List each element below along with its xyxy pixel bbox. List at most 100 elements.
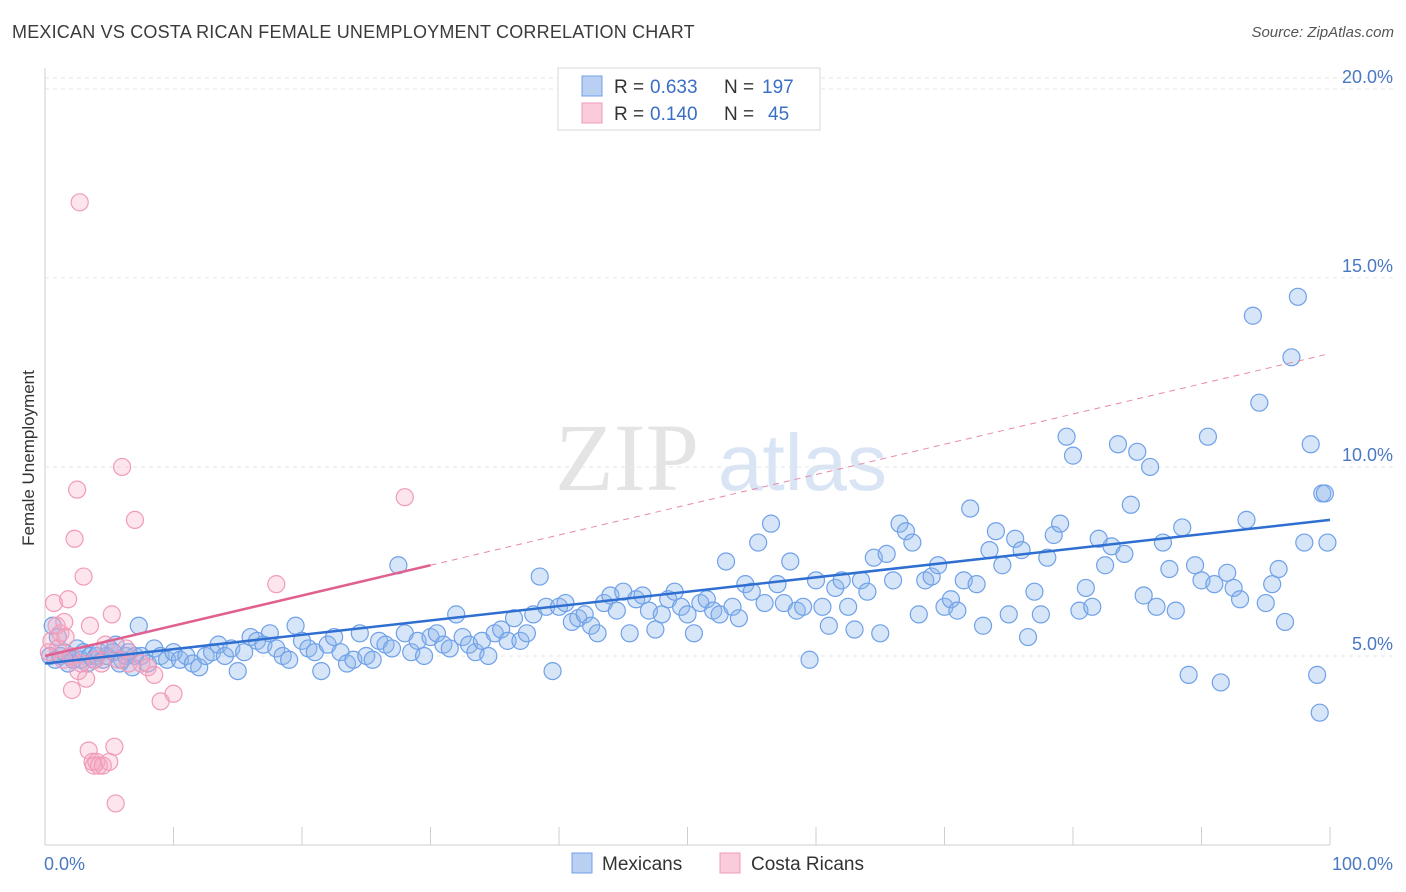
point-costa-ricans: [65, 529, 84, 548]
point-costa-ricans: [102, 605, 121, 624]
point-mexicans: [1031, 605, 1050, 624]
point-mexicans: [1018, 627, 1038, 647]
bottom-legend: Mexicans Costa Ricans: [571, 852, 864, 875]
point-mexicans: [1198, 427, 1218, 446]
point-mexicans: [1243, 306, 1263, 325]
point-costa-ricans: [125, 510, 145, 529]
bottom-legend-label-costa-ricans: Costa Ricans: [751, 854, 864, 875]
y-tick-label: 15.0%: [1342, 256, 1393, 276]
point-mexicans: [1224, 578, 1243, 598]
point-mexicans: [883, 571, 903, 590]
point-costa-ricans: [55, 612, 74, 632]
point-mexicans: [498, 631, 517, 650]
point-mexicans: [492, 620, 511, 639]
point-mexicans: [235, 643, 254, 662]
point-mexicans: [1166, 601, 1185, 620]
y-tick-label: 20.0%: [1342, 67, 1393, 87]
point-mexicans: [620, 624, 639, 643]
series-mexicans-points: [41, 287, 1337, 722]
legend-r-value-mexicans: 0.633: [650, 77, 698, 98]
point-mexicans: [1025, 582, 1044, 601]
series-costa-ricans-points: [39, 193, 414, 813]
point-mexicans: [922, 567, 941, 586]
point-mexicans: [729, 609, 749, 628]
point-costa-ricans: [105, 737, 124, 756]
point-mexicans: [363, 650, 382, 669]
point-mexicans: [800, 650, 819, 669]
point-mexicans: [839, 597, 858, 616]
point-mexicans: [1096, 556, 1115, 575]
point-costa-ricans: [96, 635, 115, 654]
point-mexicans: [215, 646, 234, 666]
point-mexicans: [986, 522, 1006, 541]
point-mexicans: [453, 627, 472, 647]
point-mexicans: [1185, 556, 1205, 575]
point-mexicans: [1205, 575, 1224, 594]
point-mexicans: [652, 605, 671, 624]
point-costa-ricans: [62, 680, 82, 700]
point-mexicans: [1134, 586, 1153, 605]
point-mexicans: [973, 616, 993, 635]
point-mexicans: [671, 597, 691, 616]
point-mexicans: [794, 597, 813, 616]
point-costa-ricans: [145, 665, 164, 684]
point-mexicans: [530, 567, 549, 586]
point-costa-ricans: [164, 684, 183, 703]
x-tick-label: 0.0%: [44, 854, 85, 874]
point-mexicans: [896, 522, 916, 541]
point-mexicans: [1318, 533, 1337, 552]
point-costa-ricans: [267, 575, 286, 594]
bottom-legend-label-mexicans: Mexicans: [602, 854, 682, 875]
point-mexicans: [806, 571, 826, 590]
point-mexicans: [440, 639, 459, 658]
point-costa-ricans: [56, 627, 75, 647]
point-mexicans: [414, 646, 434, 666]
point-costa-ricans: [112, 457, 132, 477]
point-costa-ricans: [138, 658, 157, 677]
point-mexicans: [1051, 514, 1070, 533]
point-mexicans: [909, 605, 928, 624]
point-mexicans: [292, 631, 312, 650]
point-mexicans: [575, 605, 594, 624]
point-mexicans: [190, 658, 209, 677]
point-mexicans: [447, 605, 466, 624]
bottom-legend-swatch-costa-ricans: [719, 852, 741, 874]
point-mexicans: [1308, 665, 1327, 684]
point-costa-ricans: [77, 669, 96, 688]
point-mexicans: [684, 624, 704, 643]
legend-n-label-mexicans: N =: [724, 77, 754, 98]
point-mexicans: [607, 601, 626, 620]
point-mexicans: [517, 624, 536, 643]
point-mexicans: [1295, 533, 1314, 552]
x-tick-labels: 0.0% 100.0%: [44, 854, 1393, 874]
point-costa-ricans: [100, 752, 119, 771]
point-costa-ricans: [89, 756, 109, 775]
point-mexicans: [755, 593, 774, 613]
point-costa-ricans: [44, 593, 64, 613]
watermark-atlas: atlas: [718, 418, 887, 507]
point-costa-ricans: [116, 639, 136, 658]
point-costa-ricans: [59, 590, 78, 609]
point-mexicans: [1006, 529, 1025, 548]
point-costa-ricans: [70, 193, 89, 212]
point-costa-ricans: [395, 488, 414, 507]
point-mexicans: [819, 616, 838, 635]
point-mexicans: [877, 544, 896, 564]
point-mexicans: [723, 597, 742, 616]
point-mexicans: [948, 601, 967, 620]
point-mexicans: [427, 624, 447, 643]
point-mexicans: [280, 650, 299, 669]
legend-r-label-costa-ricans: R =: [614, 104, 644, 125]
point-mexicans: [903, 533, 922, 552]
x-tick-label: 100.0%: [1332, 854, 1393, 874]
point-mexicans: [1237, 510, 1256, 529]
point-mexicans: [511, 631, 530, 650]
point-costa-ricans: [106, 794, 125, 813]
point-mexicans: [382, 639, 402, 658]
axes: [44, 68, 1331, 846]
point-mexicans: [1275, 612, 1295, 632]
point-mexicans: [1173, 518, 1192, 537]
legend-n-value-costa-ricans: 45: [768, 104, 789, 125]
point-mexicans: [1044, 525, 1063, 545]
